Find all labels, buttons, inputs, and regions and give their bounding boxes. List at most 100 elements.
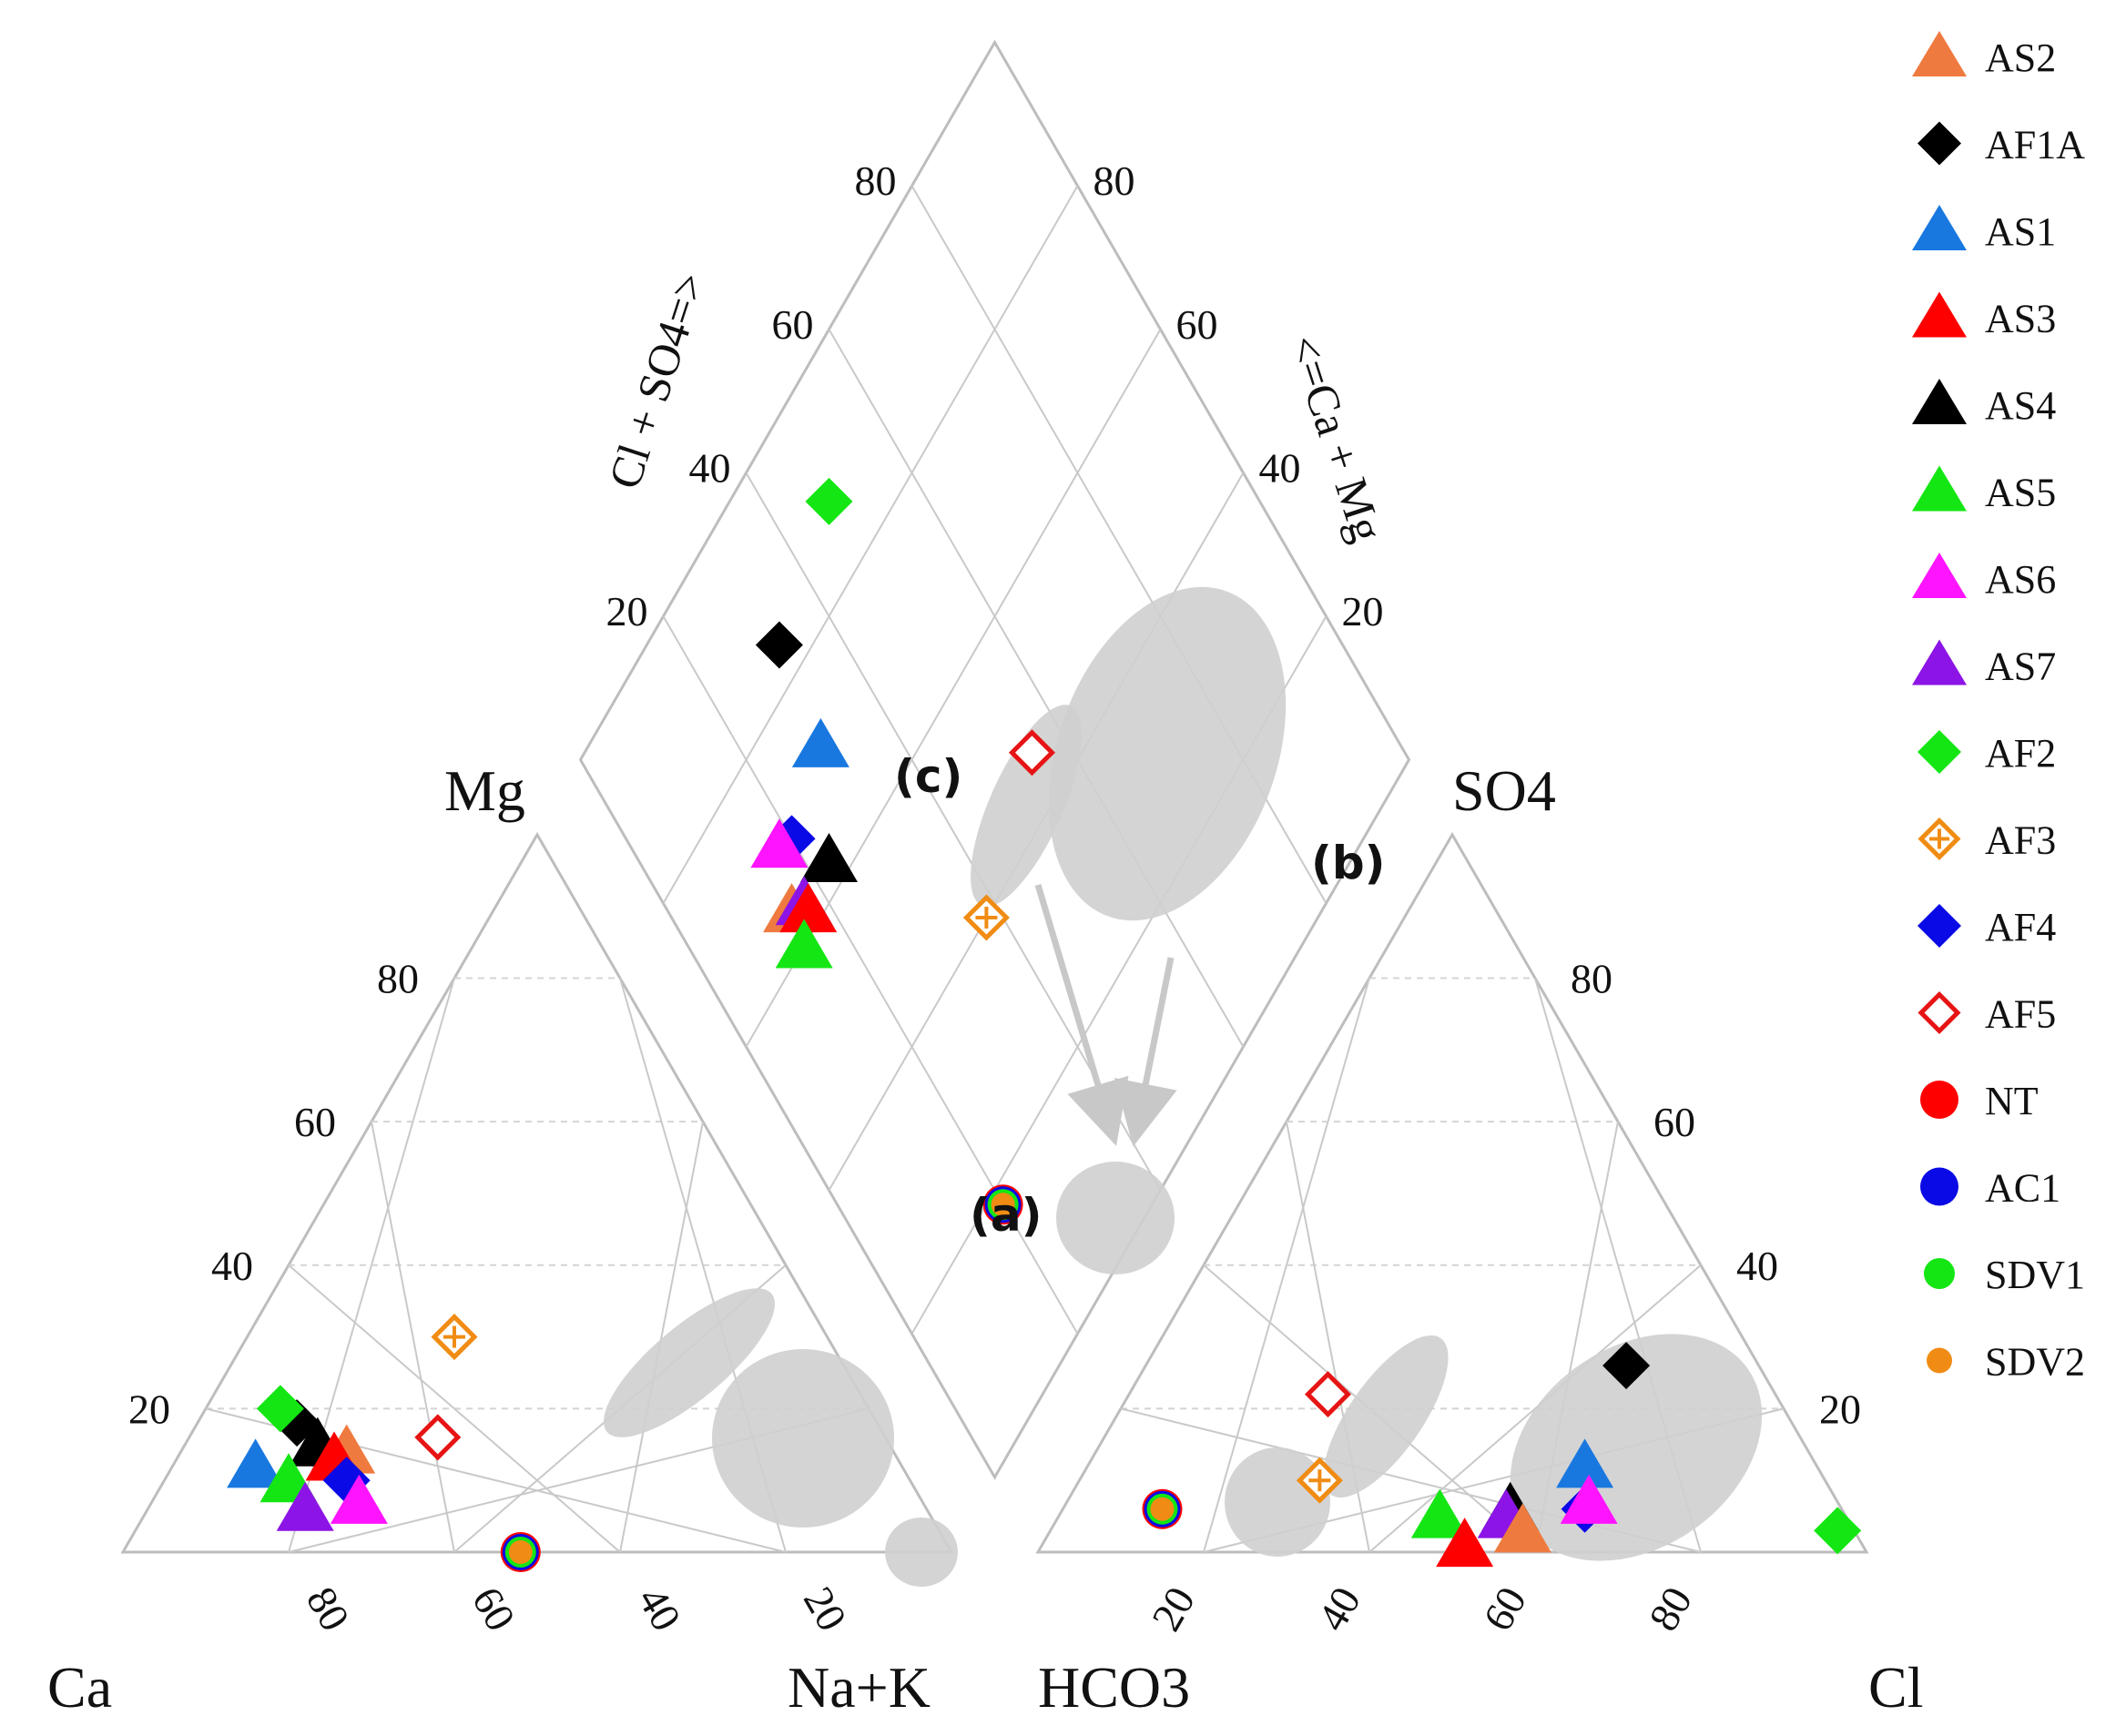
legend-label-af2: AF2 xyxy=(1985,731,2056,776)
legend-item-af1a: AF1A xyxy=(1917,121,2085,168)
tick-cl-40: 40 xyxy=(1308,1579,1369,1639)
tick-mg-40: 40 xyxy=(211,1243,253,1289)
points-layer xyxy=(227,477,1862,1572)
anion-point-af1a xyxy=(1602,1342,1651,1390)
tick-clso4-60: 60 xyxy=(772,301,814,348)
legend-label-nt: NT xyxy=(1985,1079,2039,1123)
tick-ca-60: 60 xyxy=(463,1579,524,1639)
legend-marker-sdv1 xyxy=(1924,1258,1955,1289)
tick-clso4-40: 40 xyxy=(689,444,731,491)
diamond-point-af2 xyxy=(805,477,853,525)
tick-camg-80: 80 xyxy=(1094,157,1135,204)
cation-point-as7 xyxy=(276,1481,334,1531)
arrow-b-to-a xyxy=(1114,957,1177,1147)
legend-label-af1a: AF1A xyxy=(1985,123,2085,168)
tick-ca-20: 20 xyxy=(795,1579,856,1639)
cation-point-as6 xyxy=(330,1474,388,1524)
tick-cl-20: 20 xyxy=(1143,1579,1204,1639)
anion-point-as1 xyxy=(1556,1438,1614,1488)
axis-label-hco3: HCO3 xyxy=(1038,1655,1190,1720)
tick-ca-40: 40 xyxy=(629,1579,690,1639)
tick-camg-60: 60 xyxy=(1176,301,1218,348)
tick-mg-80: 80 xyxy=(377,956,419,1002)
tick-so4-40: 40 xyxy=(1736,1243,1778,1289)
tick-so4-80: 80 xyxy=(1571,956,1612,1002)
arrow-c-to-a xyxy=(1034,883,1129,1146)
diamond-point-as3 xyxy=(779,883,838,933)
legend-marker-sdv2 xyxy=(1927,1347,1952,1374)
legend-label-as7: AS7 xyxy=(1985,645,2056,689)
tick-clso4-20: 20 xyxy=(606,588,648,635)
axis-label-ca-mg: <=Ca + Mg xyxy=(1279,329,1394,547)
legend-item-af3: AF3 xyxy=(1917,817,2056,863)
axis-label-cl: Cl xyxy=(1868,1655,1923,1720)
legend-item-sdv2: SDV2 xyxy=(1927,1340,2085,1385)
diamond-grid-u-3 xyxy=(828,329,1245,1048)
tick-clso4-80: 80 xyxy=(855,157,897,204)
legend-item-as2: AS2 xyxy=(1912,31,2056,80)
cation-point-af2 xyxy=(256,1385,304,1433)
cluster-diamond-c xyxy=(971,705,1082,907)
diamond-grid-v-1 xyxy=(662,185,1079,904)
cation-point-sdv2 xyxy=(508,1540,533,1564)
tick-ca-80: 80 xyxy=(298,1579,359,1639)
legend-marker-as6 xyxy=(1912,553,1967,598)
anion-point-as6 xyxy=(1560,1474,1618,1524)
legend-label-sdv2: SDV2 xyxy=(1985,1340,2085,1385)
cation-point-af5 xyxy=(414,1414,462,1461)
legend-marker-as3 xyxy=(1912,291,1967,338)
cluster-cation-main xyxy=(712,1349,894,1528)
legend-item-af2: AF2 xyxy=(1917,730,2056,776)
diamond-point-af1a xyxy=(755,621,803,669)
legend-marker-af2 xyxy=(1917,730,1961,774)
group-label-b: (b) xyxy=(1311,837,1386,889)
diamond-point-as5 xyxy=(775,919,833,969)
legend-marker-as5 xyxy=(1912,465,1967,512)
diamond-frame xyxy=(578,39,1411,1480)
cation-grid-l-2 xyxy=(371,1121,455,1553)
legend-marker-nt xyxy=(1920,1081,1958,1119)
legend-label-as3: AS3 xyxy=(1985,297,2056,341)
legend-label-af4: AF4 xyxy=(1985,905,2056,949)
tick-camg-40: 40 xyxy=(1259,444,1301,491)
diamond-point-as1 xyxy=(791,717,849,767)
legend-label-as5: AS5 xyxy=(1985,471,2056,515)
legend-marker-ac1 xyxy=(1920,1167,1958,1206)
diamond-point-sdv2 xyxy=(991,1193,1015,1217)
anion-point-sdv2 xyxy=(1150,1497,1175,1521)
legend-item-sdv1: SDV1 xyxy=(1924,1253,2085,1297)
legend-label-af3: AF3 xyxy=(1985,818,2056,863)
diamond-point-af5 xyxy=(1008,729,1055,777)
legend-marker-af1a xyxy=(1917,121,1961,166)
legend-marker-as1 xyxy=(1912,205,1967,250)
legend-item-af5: AF5 xyxy=(1917,990,2056,1037)
legend-item-as5: AS5 xyxy=(1912,465,2056,515)
legend-item-as4: AS4 xyxy=(1912,379,2056,428)
legend-marker-as2 xyxy=(1912,31,1967,76)
cluster-diamond-a xyxy=(1056,1162,1175,1274)
axis-label-ca: Ca xyxy=(47,1655,112,1720)
cation-grid-r-3 xyxy=(619,1121,704,1553)
legend-marker-as7 xyxy=(1912,639,1967,685)
tick-camg-20: 20 xyxy=(1342,588,1384,635)
legend-item-nt: NT xyxy=(1920,1079,2039,1123)
cation-point-as1 xyxy=(227,1438,285,1488)
group-label-c: (c) xyxy=(894,750,962,803)
legend-label-ac1: AC1 xyxy=(1985,1166,2060,1211)
tick-mg-20: 20 xyxy=(128,1386,170,1432)
cluster-diamond-b xyxy=(1048,586,1287,921)
legend-item-af4: AF4 xyxy=(1917,904,2056,949)
legend-marker-as4 xyxy=(1912,379,1967,424)
anion-point-as3 xyxy=(1436,1518,1494,1568)
diamond-point-as4 xyxy=(800,832,858,882)
cluster-anion-main xyxy=(1510,1334,1763,1561)
tick-cl-80: 80 xyxy=(1640,1579,1701,1639)
legend-label-af5: AF5 xyxy=(1985,992,2056,1037)
legend-item-as3: AS3 xyxy=(1912,291,2056,341)
anion-point-as2 xyxy=(1493,1503,1551,1553)
cluster-cation-af xyxy=(604,1288,775,1437)
cluster-anion-af xyxy=(1323,1335,1449,1498)
legend-label-as6: AS6 xyxy=(1985,557,2056,602)
legend-label-as4: AS4 xyxy=(1985,383,2056,428)
